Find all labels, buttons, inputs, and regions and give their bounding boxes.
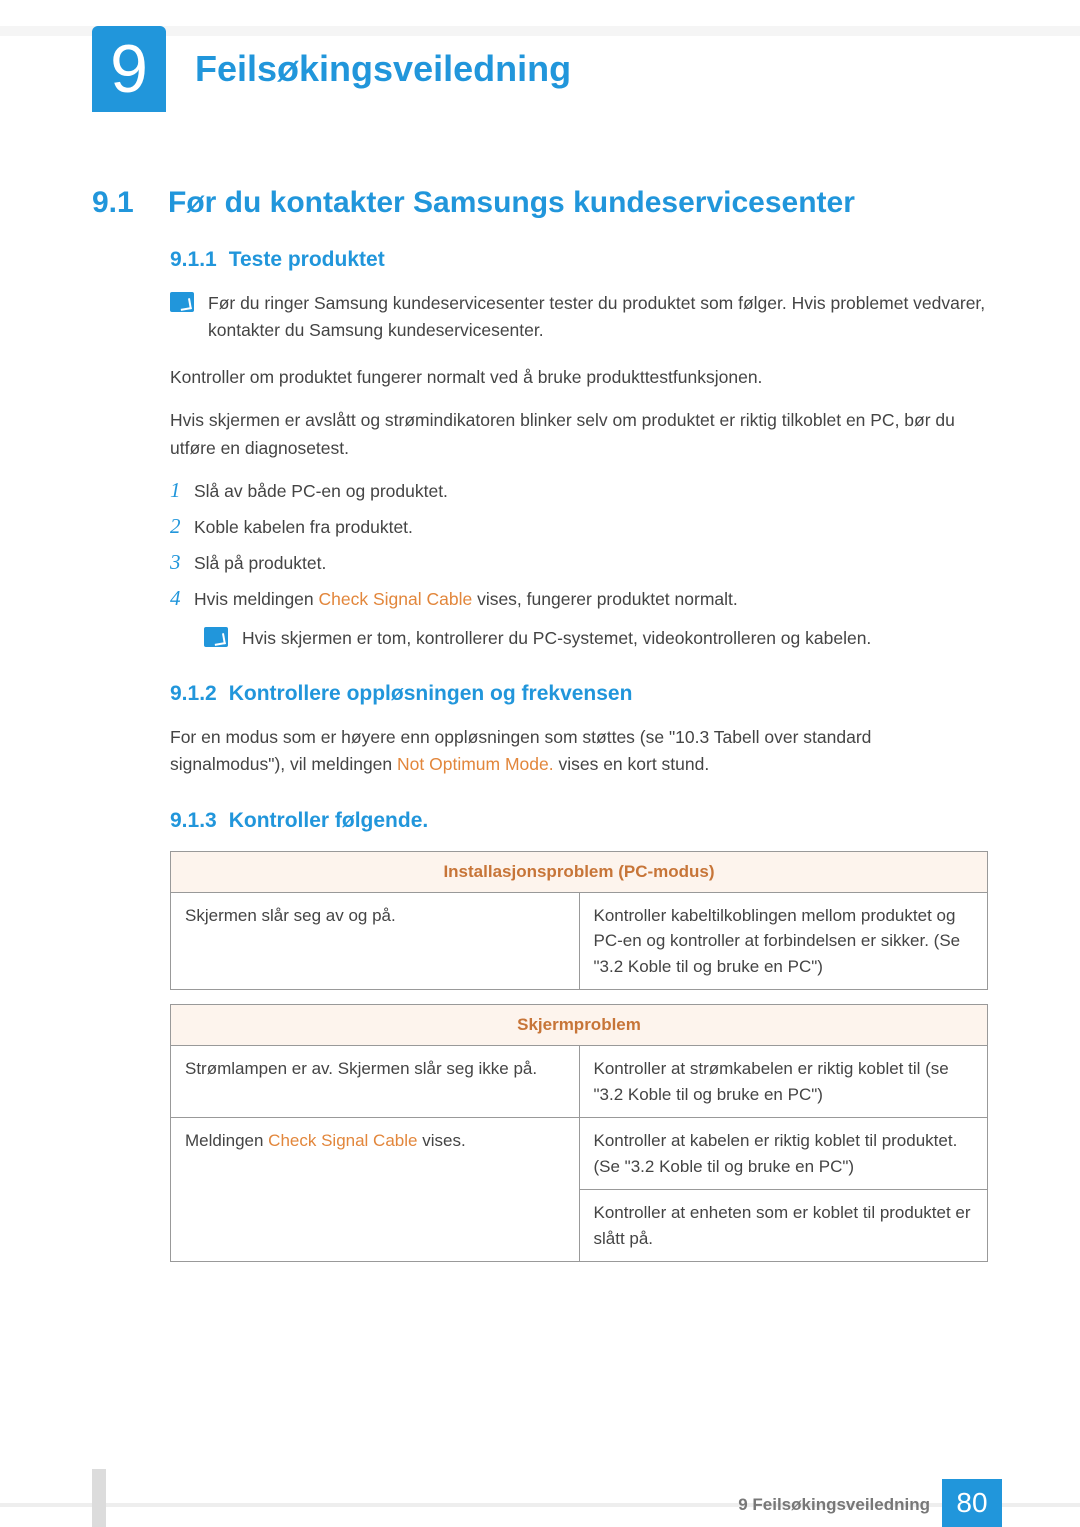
step-text: Hvis meldingen Check Signal Cable vises,…: [194, 586, 738, 613]
paragraph: Kontroller om produktet fungerer normalt…: [170, 364, 988, 391]
subsection-number: 9.1.2: [170, 682, 217, 705]
subsection-912: 9.1.2 Kontrollere oppløsningen og frekven…: [170, 682, 988, 706]
table-cell: Kontroller at kabelen er riktig koblet t…: [579, 1118, 988, 1190]
subsection-913: 9.1.3 Kontroller følgende.: [170, 809, 988, 833]
page-number: 80: [942, 1479, 1002, 1527]
table-cell: Kontroller at strømkabelen er riktig kob…: [579, 1046, 988, 1118]
orange-text: Check Signal Cable: [268, 1131, 417, 1150]
footer-stripe: [92, 1469, 106, 1527]
orange-text: Not Optimum Mode.: [397, 754, 554, 774]
note-block: Før du ringer Samsung kundeservicesenter…: [170, 290, 988, 344]
chapter-number: 9: [110, 30, 148, 108]
table-header: Skjermproblem: [171, 1005, 988, 1046]
paragraph: Hvis skjermen er avslått og strømindikat…: [170, 407, 988, 461]
table-row: Strømlampen er av. Skjermen slår seg ikk…: [171, 1046, 988, 1118]
step-number: 4: [170, 586, 194, 611]
step-text: Koble kabelen fra produktet.: [194, 514, 413, 541]
step-item: 3 Slå på produktet.: [170, 550, 988, 577]
note-icon: [170, 292, 194, 312]
note-text: Hvis skjermen er tom, kontrollerer du PC…: [242, 625, 871, 652]
text-frag: vises en kort stund.: [554, 754, 710, 774]
text-frag: vises.: [417, 1131, 465, 1150]
subsection-title: Kontrollere oppløsningen og frekvensen: [229, 682, 633, 705]
subsection-number: 9.1.1: [170, 248, 217, 271]
step-text: Slå på produktet.: [194, 550, 326, 577]
step-item: 2 Koble kabelen fra produktet.: [170, 514, 988, 541]
note-icon: [204, 627, 228, 647]
steps-list: 1 Slå av både PC-en og produktet. 2 Kobl…: [170, 478, 988, 614]
step-number: 1: [170, 478, 194, 503]
table-cell: Kontroller kabeltilkoblingen mellom prod…: [579, 892, 988, 990]
note-text: Før du ringer Samsung kundeservicesenter…: [208, 290, 988, 344]
table-cell: Meldingen Check Signal Cable vises.: [171, 1118, 580, 1262]
table-cell: Kontroller at enheten som er koblet til …: [579, 1190, 988, 1262]
step-item: 4 Hvis meldingen Check Signal Cable vise…: [170, 586, 988, 613]
chapter-badge: 9: [92, 26, 166, 112]
page-content: 9.1Før du kontakter Samsungs kundeservic…: [92, 186, 988, 1262]
subsection-title: Kontroller følgende.: [229, 809, 429, 832]
orange-text: Check Signal Cable: [319, 589, 473, 609]
text-frag: vises, fungerer produktet normalt.: [472, 589, 738, 609]
table-cell: Skjermen slår seg av og på.: [171, 892, 580, 990]
subsection-911: 9.1.1 Teste produktet: [170, 248, 988, 272]
step-number: 2: [170, 514, 194, 539]
step-note: Hvis skjermen er tom, kontrollerer du PC…: [204, 625, 988, 652]
step-text: Slå av både PC-en og produktet.: [194, 478, 448, 505]
step-number: 3: [170, 550, 194, 575]
page-footer: 9 Feilsøkingsveiledning 80: [0, 1469, 1080, 1527]
footer-label: 9 Feilsøkingsveiledning: [738, 1495, 930, 1515]
step-item: 1 Slå av både PC-en og produktet.: [170, 478, 988, 505]
table-cell: Strømlampen er av. Skjermen slår seg ikk…: [171, 1046, 580, 1118]
table-installation: Installasjonsproblem (PC-modus) Skjermen…: [170, 851, 988, 991]
table-row: Skjermen slår seg av og på. Kontroller k…: [171, 892, 988, 990]
section-title: Før du kontakter Samsungs kundeservicese…: [168, 186, 855, 219]
chapter-title: Feilsøkingsveiledning: [195, 48, 571, 90]
table-row: Meldingen Check Signal Cable vises. Kont…: [171, 1118, 988, 1190]
table-screen: Skjermproblem Strømlampen er av. Skjerme…: [170, 1004, 988, 1262]
section-number: 9.1: [92, 186, 168, 220]
subsection-title: Teste produktet: [229, 248, 385, 271]
text-frag: Hvis meldingen: [194, 589, 319, 609]
table-header: Installasjonsproblem (PC-modus): [171, 851, 988, 892]
text-frag: Meldingen: [185, 1131, 268, 1150]
section-heading: 9.1Før du kontakter Samsungs kundeservic…: [92, 186, 988, 220]
subsection-number: 9.1.3: [170, 809, 217, 832]
paragraph: For en modus som er høyere enn oppløsnin…: [170, 724, 988, 778]
